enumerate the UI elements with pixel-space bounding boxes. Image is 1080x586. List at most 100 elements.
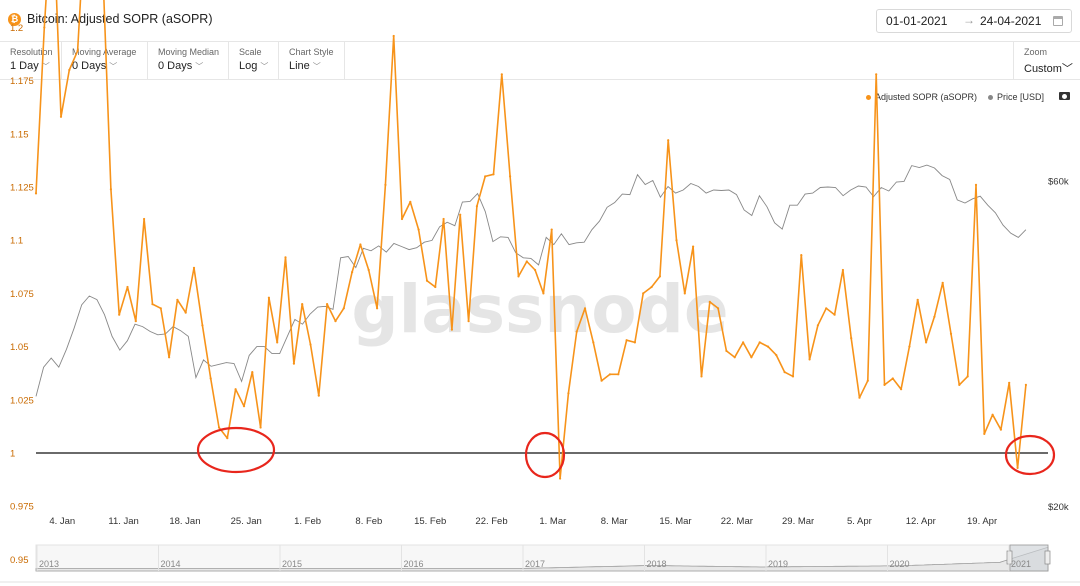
data-point xyxy=(783,371,786,374)
data-point xyxy=(841,268,845,272)
data-point xyxy=(34,192,38,195)
scale-dropdown[interactable]: Scale Log ﹀ xyxy=(229,42,279,79)
legend-item-asopr[interactable]: Adjusted SOPR (aSOPR) xyxy=(866,92,977,102)
data-point xyxy=(742,341,745,344)
data-point xyxy=(467,320,470,323)
data-point xyxy=(567,392,570,395)
data-point xyxy=(284,256,287,259)
highlight-circle xyxy=(1004,434,1056,476)
zoom-dropdown[interactable]: Zoom Custom﹀ xyxy=(1013,42,1080,79)
data-point xyxy=(276,341,279,344)
data-point xyxy=(334,320,337,323)
date-range-picker[interactable]: 01-01-2021 → 24-04-2021 xyxy=(876,9,1072,33)
data-point xyxy=(708,300,711,303)
data-point xyxy=(916,298,919,301)
data-point xyxy=(800,254,803,257)
y-tick-label: 1 xyxy=(10,449,15,460)
data-point xyxy=(583,307,587,310)
data-point xyxy=(134,320,137,323)
data-point xyxy=(76,49,79,53)
moving-average-label: Moving Average xyxy=(72,47,137,57)
data-point xyxy=(1008,381,1011,384)
x-tick-label: 5. Apr xyxy=(847,516,872,527)
data-point xyxy=(559,477,562,480)
data-point xyxy=(775,354,778,357)
data-point xyxy=(999,428,1003,431)
highlight-circle xyxy=(196,426,276,474)
data-point xyxy=(925,341,928,344)
scale-label: Scale xyxy=(239,47,262,57)
y-tick-label: 1.125 xyxy=(10,183,34,194)
data-point xyxy=(168,356,171,359)
resolution-value[interactable]: 1 Day ﹀ xyxy=(10,60,50,72)
chevron-down-icon: ﹀ xyxy=(312,62,321,71)
chart-style-value[interactable]: Line ﹀ xyxy=(289,60,321,72)
moving-median-value[interactable]: 0 Days ﹀ xyxy=(158,60,204,72)
data-point xyxy=(209,377,212,380)
data-point xyxy=(766,345,770,348)
navigator-year-label: 2019 xyxy=(768,559,788,569)
resolution-dropdown[interactable]: Resolution 1 Day ﹀ xyxy=(0,42,62,79)
series-line-price xyxy=(35,164,1027,397)
legend-label: Price [USD] xyxy=(997,92,1045,102)
navigator[interactable]: 2013 2014 2015 2016 2017 2018 2019 2020 2021 xyxy=(35,544,1051,572)
data-point xyxy=(376,307,379,310)
data-point xyxy=(908,345,911,348)
data-point xyxy=(392,34,395,38)
x-tick-label: 12. Apr xyxy=(906,516,936,527)
chart-style-dropdown[interactable]: Chart Style Line ﹀ xyxy=(279,42,345,79)
calendar-icon[interactable] xyxy=(1053,16,1063,26)
data-point xyxy=(434,285,437,289)
moving-median-label: Moving Median xyxy=(158,47,220,57)
data-point xyxy=(400,217,404,221)
data-point xyxy=(850,337,853,340)
y-tick-label: 1.2 xyxy=(10,23,23,34)
moving-average-dropdown[interactable]: Moving Average 0 Days ﹀ xyxy=(62,42,148,79)
data-point xyxy=(966,375,969,378)
data-point xyxy=(534,268,537,272)
camera-icon[interactable] xyxy=(1059,92,1070,100)
data-point xyxy=(184,311,187,314)
right-axis-tick-label: $20k xyxy=(1048,502,1069,513)
legend-item-price[interactable]: Price [USD] xyxy=(988,92,1044,102)
legend-label: Adjusted SOPR (aSOPR) xyxy=(875,92,978,102)
chevron-down-icon: ﹀ xyxy=(1061,63,1073,75)
navigator-handle-right[interactable] xyxy=(1044,550,1051,565)
x-tick-label: 8. Feb xyxy=(355,516,382,527)
navigator-year-label: 2014 xyxy=(161,559,181,569)
data-point xyxy=(509,175,512,178)
data-point xyxy=(808,358,811,361)
data-point xyxy=(442,217,445,221)
data-point xyxy=(1024,383,1027,386)
navigator-year-label: 2020 xyxy=(890,559,910,569)
zoom-label: Zoom xyxy=(1024,47,1048,57)
x-tick-label: 22. Mar xyxy=(721,516,753,527)
moving-average-value[interactable]: 0 Days ﹀ xyxy=(72,60,118,72)
data-point xyxy=(43,26,46,29)
data-point xyxy=(833,313,836,316)
data-point xyxy=(891,377,894,380)
data-point xyxy=(825,307,828,310)
data-point xyxy=(176,298,179,301)
date-from[interactable]: 01-01-2021 xyxy=(886,14,948,28)
data-point xyxy=(625,339,628,342)
date-to[interactable]: 24-04-2021 xyxy=(980,14,1042,28)
data-point xyxy=(126,285,129,289)
data-point xyxy=(600,379,603,382)
data-point xyxy=(475,205,478,208)
data-point xyxy=(342,307,345,310)
scale-value[interactable]: Log ﹀ xyxy=(239,60,269,72)
data-point xyxy=(259,426,262,429)
zoom-value[interactable]: Custom﹀ xyxy=(1024,63,1073,75)
data-point xyxy=(1016,466,1019,469)
data-point xyxy=(351,271,354,274)
data-point xyxy=(650,285,653,289)
data-point xyxy=(592,341,595,344)
navigator-window[interactable] xyxy=(1009,544,1049,572)
data-point xyxy=(550,228,553,231)
data-point xyxy=(525,260,528,263)
x-tick-label: 25. Jan xyxy=(231,516,262,527)
data-point xyxy=(292,362,295,365)
moving-median-dropdown[interactable]: Moving Median 0 Days ﹀ xyxy=(148,42,229,79)
data-point xyxy=(109,188,112,191)
